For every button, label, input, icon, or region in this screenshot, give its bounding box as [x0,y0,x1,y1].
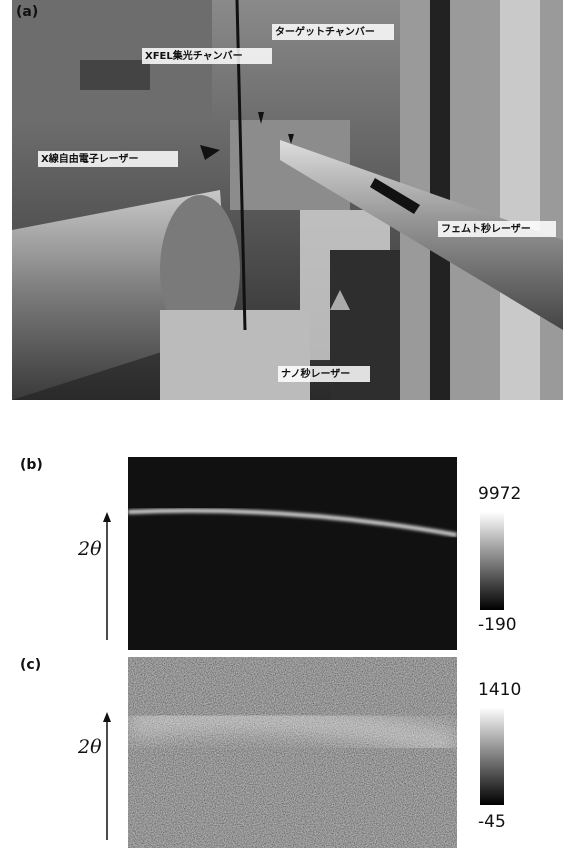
colorbar [480,707,504,805]
arrow-head [103,512,111,522]
page: XFEL figure {"panel_a": {"label": "(a)",… [0,0,577,849]
colorbar [480,512,504,610]
figure: (a) ターゲットチャンバー XFEL集光チャンバー X線自由電子レーザー フェ… [0,0,577,849]
annotation: フェムト秒レーザー [441,222,531,235]
colorbar-max: 9972 [478,484,521,504]
annotation: XFEL集光チャンバー [145,49,243,62]
panel-label: (b) [20,457,43,473]
axis-label: 2θ [77,736,102,758]
detector-image [128,457,457,650]
body: (a) ターゲットチャンバー XFEL集光チャンバー X線自由電子レーザー フェ… [0,0,577,849]
annotation: ターゲットチャンバー [275,25,375,38]
annotation: ナノ秒レーザー [281,367,350,380]
panel-label: (a) [16,4,38,20]
photo [12,0,563,400]
annotation: X線自由電子レーザー [41,152,139,165]
detector-image [128,657,457,848]
axis-label: 2θ [77,538,102,560]
colorbar-max: 1410 [478,680,521,700]
panel-label: (c) [20,657,41,673]
arrow-head [103,712,111,722]
colorbar-min: -45 [478,812,506,832]
colorbar-min: -190 [478,615,517,635]
